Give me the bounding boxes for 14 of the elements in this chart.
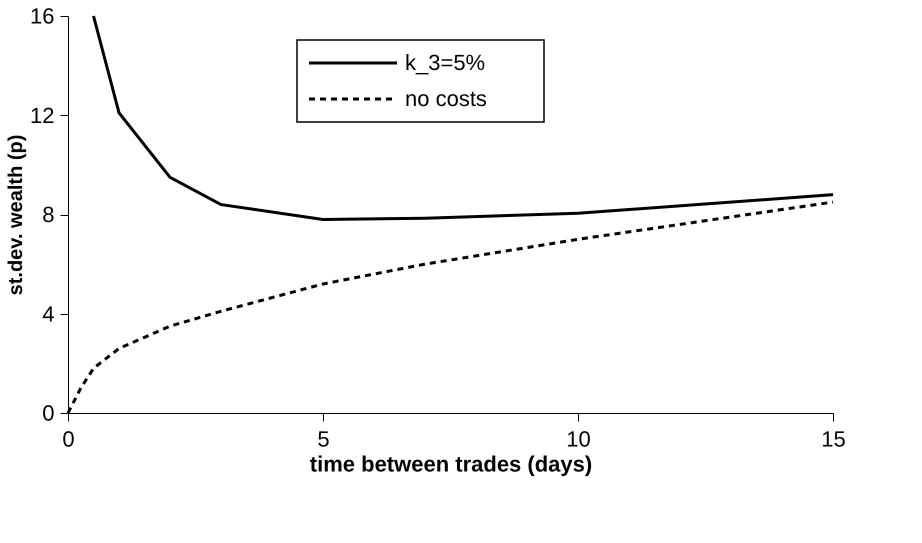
legend-label: k_3=5%	[405, 50, 486, 75]
y-axis-title: st.dev. wealth (p)	[5, 134, 28, 296]
y-tick-label: 12	[30, 102, 54, 128]
x-axis-title: time between trades (days)	[310, 452, 592, 476]
y-tick-label: 16	[30, 4, 54, 28]
x-tick-label: 15	[821, 426, 846, 452]
legend-label: no costs	[405, 86, 487, 111]
x-tick-label: 0	[62, 426, 75, 452]
y-tick-label: 4	[42, 301, 54, 326]
x-tick-label: 10	[566, 426, 591, 452]
line-series	[92, 14, 834, 221]
x-tick-label: 5	[317, 426, 330, 452]
y-tick-label: 0	[42, 400, 54, 426]
y-tick-label: 8	[42, 202, 54, 227]
